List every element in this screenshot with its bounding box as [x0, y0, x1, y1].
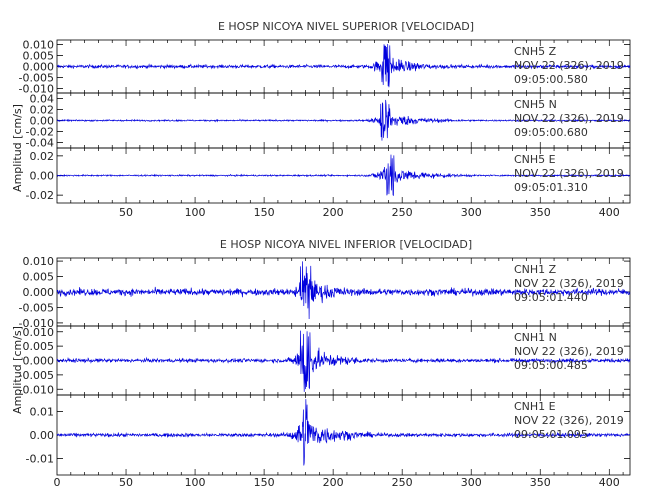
- date-label: NOV 22 (326), 2019: [514, 277, 624, 290]
- waveform-trace: [56, 399, 631, 466]
- y-tick-label: 0.04: [30, 93, 55, 106]
- y-tick-label: 0.000: [23, 355, 55, 368]
- x-tick-label: 100: [185, 206, 206, 219]
- chart-title: E HOSP NICOYA NIVEL INFERIOR [VELOCIDAD]: [220, 238, 472, 251]
- y-axis-label: Amplitud [cm/s]: [11, 326, 24, 414]
- x-tick-label: 250: [392, 206, 413, 219]
- x-tick-label: 200: [323, 476, 344, 489]
- y-tick-label: 0.005: [23, 271, 55, 284]
- x-tick-label: 100: [185, 476, 206, 489]
- y-tick-label: -0.010: [19, 317, 54, 330]
- y-tick-label: -0.005: [19, 72, 54, 85]
- y-tick-label: 0.010: [23, 38, 55, 51]
- x-tick-label: 150: [254, 206, 275, 219]
- y-tick-label: 0.000: [23, 61, 55, 74]
- channel-label: CNH5 N: [514, 98, 557, 111]
- y-tick-label: -0.010: [19, 83, 54, 96]
- waveform-trace: [56, 330, 631, 392]
- date-label: NOV 22 (326), 2019: [514, 59, 624, 72]
- x-tick-label: 350: [530, 476, 551, 489]
- time-label: 09:05:00.485: [514, 359, 588, 372]
- y-tick-label: 0.01: [30, 405, 55, 418]
- waveform-trace: [56, 43, 631, 88]
- y-tick-label: 0.005: [23, 340, 55, 353]
- time-label: 09:05:01.310: [514, 181, 588, 194]
- waveform-trace: [56, 154, 631, 197]
- date-label: NOV 22 (326), 2019: [514, 414, 624, 427]
- channel-label: CNH5 Z: [514, 45, 557, 58]
- chart-inferior: E HOSP NICOYA NIVEL INFERIOR [VELOCIDAD]…: [11, 238, 631, 489]
- time-label: 09:05:01.440: [514, 291, 588, 304]
- date-label: NOV 22 (326), 2019: [514, 167, 624, 180]
- y-tick-label: -0.010: [19, 383, 54, 396]
- y-tick-label: -0.01: [26, 453, 54, 466]
- channel-label: CNH1 E: [514, 400, 556, 413]
- x-tick-label: 300: [461, 476, 482, 489]
- x-tick-label: 250: [392, 476, 413, 489]
- y-tick-label: 0.010: [23, 326, 55, 339]
- x-tick-label: 0: [54, 476, 61, 489]
- date-label: NOV 22 (326), 2019: [514, 345, 624, 358]
- time-label: 09:05:01.095: [514, 428, 588, 441]
- time-label: 09:05:00.580: [514, 73, 588, 86]
- y-tick-label: 0.00: [30, 429, 55, 442]
- y-tick-label: -0.005: [19, 301, 54, 314]
- waveform-trace: [56, 261, 631, 319]
- x-tick-label: 300: [461, 206, 482, 219]
- waveform-trace: [56, 99, 631, 141]
- y-axis-label: Amplitud [cm/s]: [11, 104, 24, 192]
- x-tick-label: 50: [119, 476, 133, 489]
- y-tick-label: 0.010: [23, 255, 55, 268]
- channel-label: CNH1 Z: [514, 263, 557, 276]
- x-tick-label: 400: [599, 476, 620, 489]
- x-tick-label: 50: [119, 206, 133, 219]
- date-label: NOV 22 (326), 2019: [514, 112, 624, 125]
- y-tick-label: 0.02: [30, 150, 55, 163]
- channel-label: CNH5 E: [514, 153, 556, 166]
- y-tick-label: 0.000: [23, 286, 55, 299]
- y-tick-label: 0.00: [30, 115, 55, 128]
- y-tick-label: 0.005: [23, 49, 55, 62]
- y-tick-label: 0.00: [30, 170, 55, 183]
- y-tick-label: -0.02: [26, 126, 54, 139]
- y-tick-label: 0.02: [30, 104, 55, 117]
- x-tick-label: 350: [530, 206, 551, 219]
- y-tick-label: -0.005: [19, 369, 54, 382]
- time-label: 09:05:00.680: [514, 126, 588, 139]
- x-tick-label: 150: [254, 476, 275, 489]
- y-tick-label: -0.02: [26, 189, 54, 202]
- y-tick-label: -0.04: [26, 137, 54, 150]
- chart-superior: E HOSP NICOYA NIVEL SUPERIOR [VELOCIDAD]…: [11, 20, 631, 219]
- chart-title: E HOSP NICOYA NIVEL SUPERIOR [VELOCIDAD]: [218, 20, 474, 33]
- x-tick-label: 400: [599, 206, 620, 219]
- channel-label: CNH1 N: [514, 331, 557, 344]
- x-tick-label: 200: [323, 206, 344, 219]
